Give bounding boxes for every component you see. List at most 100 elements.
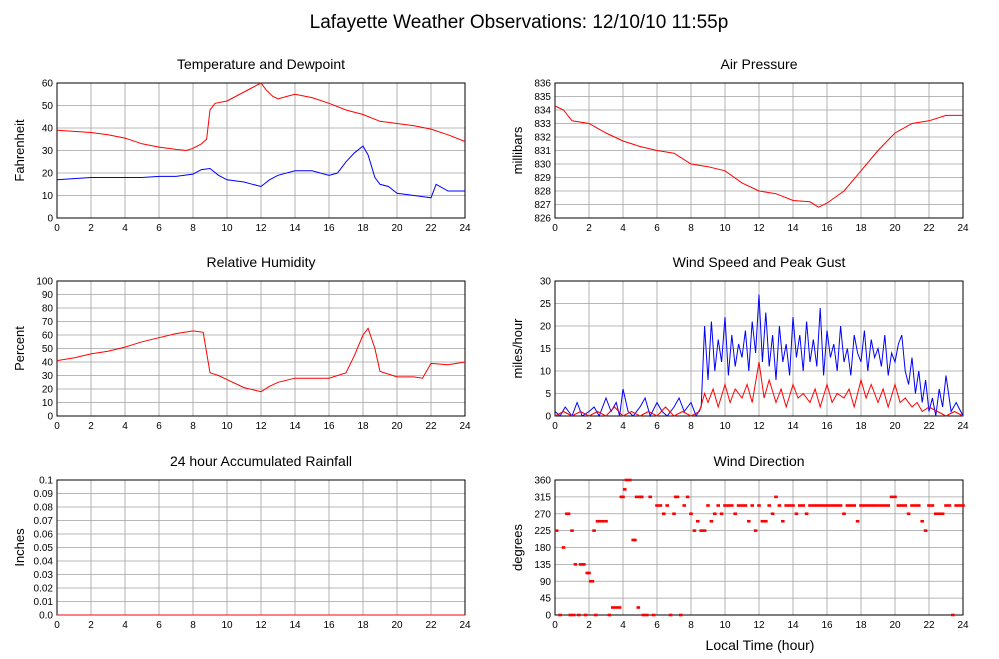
x-tick-label: 18 xyxy=(357,620,369,631)
x-tick-label: 4 xyxy=(122,223,128,234)
data-point xyxy=(604,519,608,523)
chart-title: Wind Speed and Peak Gust xyxy=(673,254,846,270)
data-point xyxy=(866,504,870,507)
data-point xyxy=(801,504,805,507)
data-point xyxy=(821,504,826,507)
x-tick-label: 12 xyxy=(255,421,267,432)
y-tick-label: 180 xyxy=(534,543,551,554)
x-tick-label: 6 xyxy=(156,421,162,432)
data-point xyxy=(747,519,751,523)
x-tick-label: 24 xyxy=(459,421,471,432)
data-point xyxy=(947,504,952,507)
y-tick-label: 833 xyxy=(534,119,551,130)
x-tick-label: 4 xyxy=(620,421,626,432)
x-axis-label: Local Time (hour) xyxy=(706,637,815,653)
y-tick-label: 0 xyxy=(545,611,551,622)
data-point xyxy=(838,504,843,507)
x-tick-label: 4 xyxy=(122,620,128,631)
page-title: Lafayette Weather Observations: 12/10/10… xyxy=(310,12,729,33)
data-point xyxy=(570,529,574,532)
x-tick-label: 0 xyxy=(552,620,558,631)
data-point xyxy=(633,538,637,542)
data-point xyxy=(566,512,571,516)
y-tick-label: 40 xyxy=(42,124,54,135)
y-tick-label: 0.08 xyxy=(34,503,54,514)
data-point xyxy=(696,519,700,523)
y-axis-label: Inches xyxy=(12,528,27,567)
data-point xyxy=(617,606,622,609)
data-point xyxy=(719,512,724,516)
x-tick-label: 12 xyxy=(255,223,267,234)
x-tick-label: 8 xyxy=(190,223,196,234)
data-point xyxy=(658,504,663,507)
x-tick-label: 16 xyxy=(821,223,833,234)
data-point xyxy=(811,504,816,507)
data-point xyxy=(764,519,768,523)
data-point xyxy=(733,512,737,516)
data-point xyxy=(832,504,836,507)
y-tick-label: 832 xyxy=(534,133,551,144)
data-point xyxy=(594,613,598,617)
data-point xyxy=(590,579,595,583)
x-tick-label: 22 xyxy=(923,421,935,432)
x-tick-label: 14 xyxy=(787,620,799,631)
y-tick-label: 829 xyxy=(534,173,551,184)
x-tick-label: 14 xyxy=(289,421,301,432)
x-tick-label: 12 xyxy=(753,223,765,234)
data-point xyxy=(842,512,846,516)
data-point xyxy=(685,495,690,499)
data-point xyxy=(679,613,683,617)
data-point xyxy=(872,504,877,507)
x-tick-label: 2 xyxy=(586,223,592,234)
data-point xyxy=(571,613,576,617)
data-point xyxy=(577,613,581,617)
data-point xyxy=(709,519,714,523)
data-point xyxy=(825,504,829,507)
y-tick-label: 10 xyxy=(42,191,54,202)
data-point xyxy=(753,529,758,532)
data-point xyxy=(634,495,639,499)
data-point xyxy=(770,512,775,516)
data-point xyxy=(558,613,562,617)
x-tick-label: 18 xyxy=(357,223,369,234)
y-tick-label: 15 xyxy=(540,344,552,355)
data-point xyxy=(621,495,625,499)
data-point xyxy=(611,606,615,609)
x-tick-label: 24 xyxy=(957,223,969,234)
data-point xyxy=(808,504,812,507)
chart-title: Air Pressure xyxy=(720,56,797,72)
data-point xyxy=(883,504,887,507)
data-point xyxy=(645,613,649,617)
x-tick-label: 10 xyxy=(719,223,731,234)
chart-title: Temperature and Dewpoint xyxy=(177,56,345,72)
x-tick-label: 16 xyxy=(821,620,833,631)
series-line-1 xyxy=(56,327,466,393)
data-point xyxy=(828,504,833,507)
x-tick-label: 2 xyxy=(586,421,592,432)
data-point xyxy=(818,504,822,507)
data-point xyxy=(889,495,894,499)
data-point xyxy=(689,512,693,516)
data-point xyxy=(662,512,666,516)
y-tick-label: 50 xyxy=(42,344,54,355)
data-point xyxy=(906,512,911,516)
x-tick-label: 24 xyxy=(459,620,471,631)
x-tick-label: 2 xyxy=(88,421,94,432)
data-point xyxy=(923,529,928,532)
data-point xyxy=(815,504,819,507)
data-point xyxy=(917,504,921,507)
data-point xyxy=(726,504,731,507)
x-tick-label: 16 xyxy=(821,421,833,432)
x-tick-label: 14 xyxy=(289,620,301,631)
x-tick-label: 10 xyxy=(719,421,731,432)
x-tick-label: 4 xyxy=(620,223,626,234)
y-tick-label: 0.07 xyxy=(34,516,54,527)
data-point xyxy=(957,504,962,507)
data-point xyxy=(597,519,601,523)
data-point xyxy=(655,504,659,507)
data-point xyxy=(706,504,710,507)
data-point xyxy=(607,613,612,617)
x-tick-label: 0 xyxy=(54,421,60,432)
x-tick-label: 0 xyxy=(54,620,60,631)
